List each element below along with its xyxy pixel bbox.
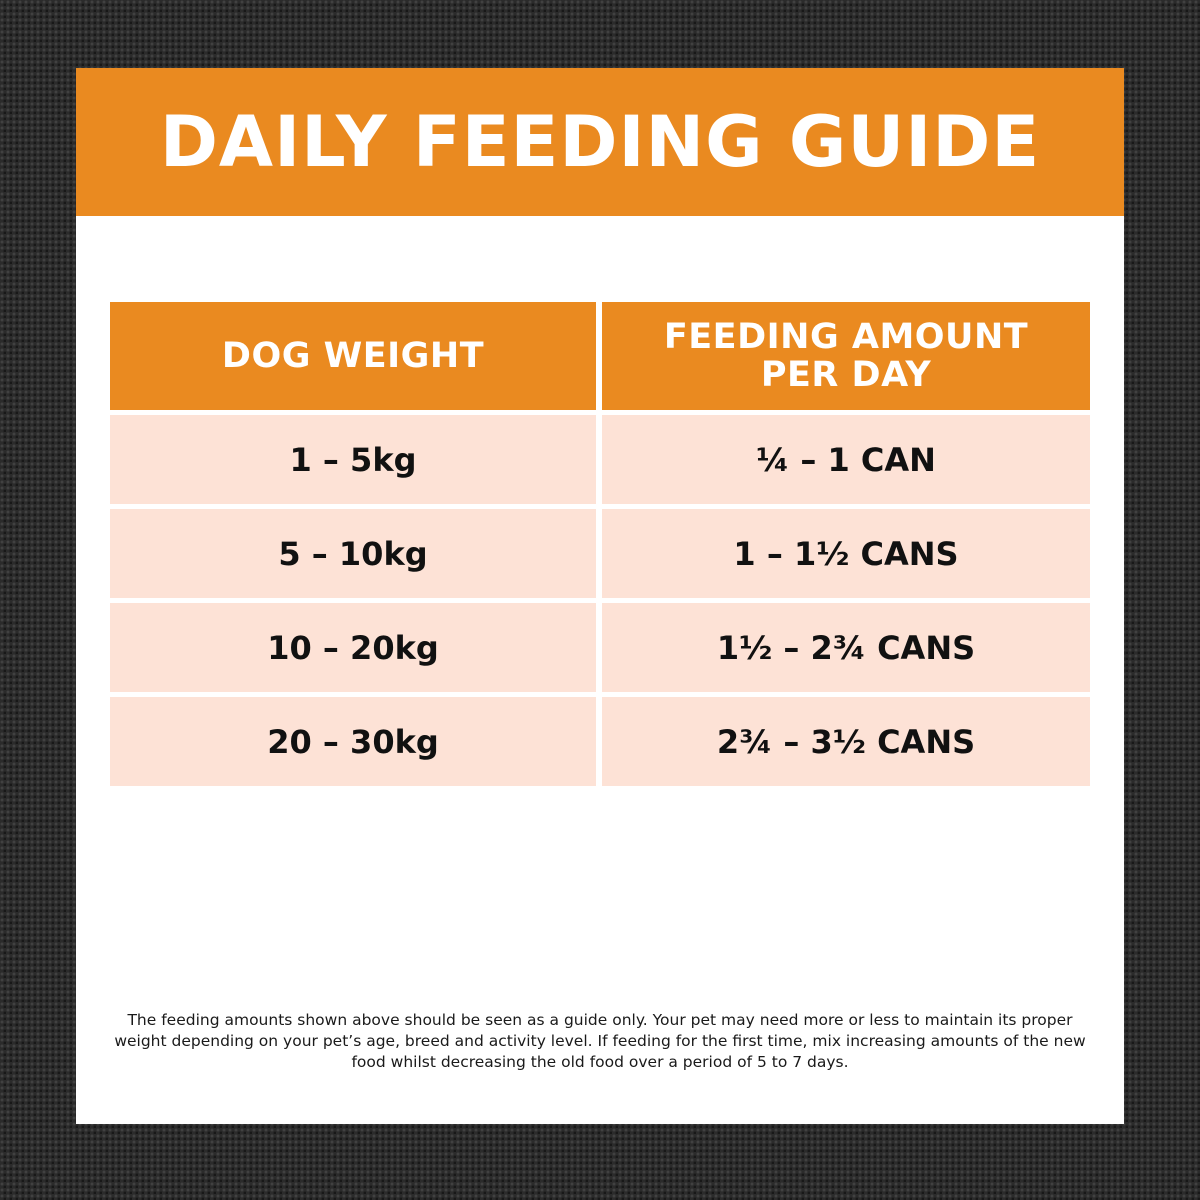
title-banner: DAILY FEEDING GUIDE: [76, 68, 1124, 216]
table-row: 1 – 5kg ¼ – 1 CAN: [110, 415, 1090, 504]
feeding-disclaimer: The feeding amounts shown above should b…: [114, 1011, 1086, 1071]
amount-cell: 2¾ – 3½ CANS: [602, 697, 1090, 786]
weight-cell: 1 – 5kg: [110, 415, 596, 504]
amount-cell: 1½ – 2¾ CANS: [602, 603, 1090, 692]
header-feeding-amount: FEEDING AMOUNT PER DAY: [602, 302, 1090, 410]
page-title: DAILY FEEDING GUIDE: [159, 101, 1041, 183]
weight-cell: 20 – 30kg: [110, 697, 596, 786]
header-dog-weight: DOG WEIGHT: [110, 302, 596, 410]
amount-cell: 1 – 1½ CANS: [602, 509, 1090, 598]
table-row: 10 – 20kg 1½ – 2¾ CANS: [110, 603, 1090, 692]
amount-cell: ¼ – 1 CAN: [602, 415, 1090, 504]
feeding-table: DOG WEIGHT FEEDING AMOUNT PER DAY 1 – 5k…: [110, 302, 1090, 791]
table-header-row: DOG WEIGHT FEEDING AMOUNT PER DAY: [110, 302, 1090, 410]
weight-cell: 10 – 20kg: [110, 603, 596, 692]
weight-cell: 5 – 10kg: [110, 509, 596, 598]
table-row: 5 – 10kg 1 – 1½ CANS: [110, 509, 1090, 598]
table-row: 20 – 30kg 2¾ – 3½ CANS: [110, 697, 1090, 786]
feeding-guide-card: DAILY FEEDING GUIDE DOG WEIGHT FEEDING A…: [76, 68, 1124, 1124]
